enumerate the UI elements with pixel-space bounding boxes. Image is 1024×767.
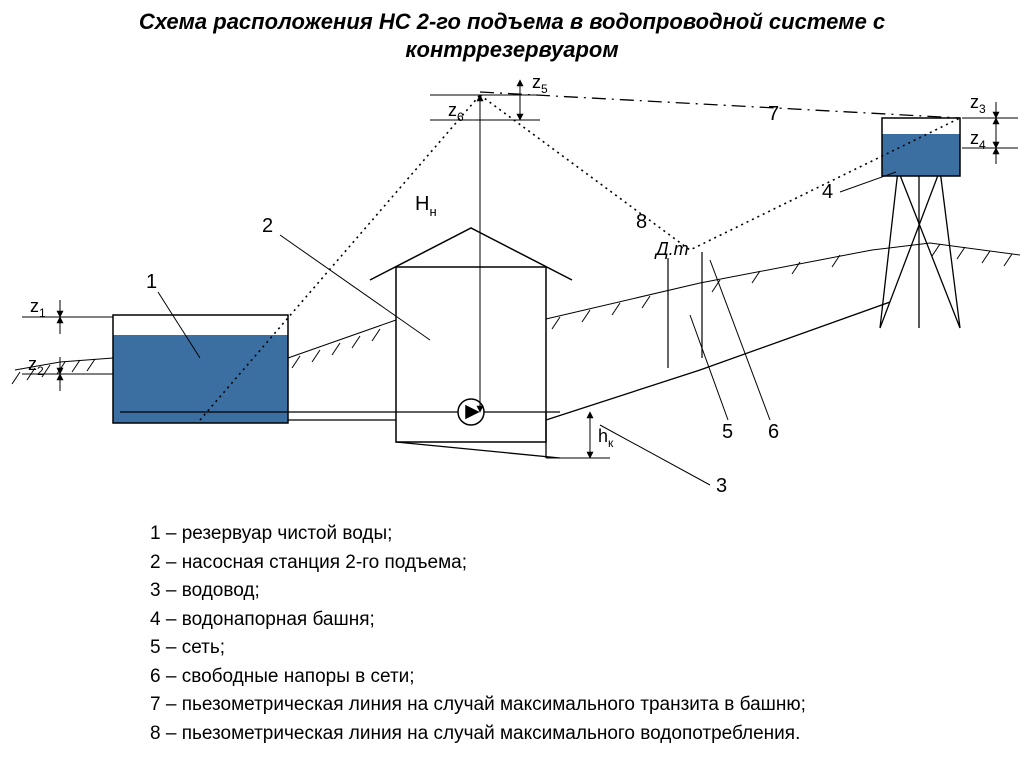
legend-item: 5 – сеть; bbox=[150, 634, 806, 663]
num-7: 7 bbox=[768, 103, 779, 125]
dim-z5z6 bbox=[430, 80, 540, 120]
num-8: 8 bbox=[636, 211, 647, 233]
legend-item: 7 – пьезометрическая линия на случай мак… bbox=[150, 691, 806, 720]
num-2: 2 bbox=[262, 215, 273, 237]
legend-item: 1 – резервуар чистой воды; bbox=[150, 520, 806, 549]
num-5: 5 bbox=[722, 421, 733, 443]
title-line-2: контррезервуаром bbox=[405, 37, 618, 62]
counter-reservoir bbox=[882, 118, 960, 176]
legend: 1 – резервуар чистой воды; 2 – насосная … bbox=[150, 520, 806, 748]
num-6: 6 bbox=[768, 421, 779, 443]
label-z1: z1 bbox=[30, 296, 46, 320]
page-title: Схема расположения НС 2-го подъема в вод… bbox=[0, 8, 1024, 63]
label-Dt: Д.т bbox=[654, 239, 689, 259]
water-tower bbox=[880, 170, 960, 328]
legend-item: 6 – свободные напоры в сети; bbox=[150, 663, 806, 692]
free-head-lines bbox=[668, 252, 702, 368]
legend-item: 3 – водовод; bbox=[150, 577, 806, 606]
reservoir-1 bbox=[113, 315, 288, 423]
num-4: 4 bbox=[822, 181, 833, 203]
label-Hn: Нн bbox=[415, 193, 437, 219]
title-line-1: Схема расположения НС 2-го подъема в вод… bbox=[139, 9, 885, 34]
label-z5: z5 bbox=[532, 72, 548, 96]
legend-item: 2 – насосная станция 2-го подъема; bbox=[150, 549, 806, 578]
piezometric-line-7 bbox=[480, 92, 960, 118]
num-1: 1 bbox=[146, 271, 157, 293]
schematic-diagram: Нн z5 z6 z1 z2 z3 z4 bbox=[0, 60, 1024, 500]
label-z3: z3 bbox=[970, 92, 986, 116]
label-hk: hк bbox=[598, 426, 614, 450]
dim-Hn bbox=[430, 95, 540, 412]
legend-item: 8 – пьезометрическая линия на случай мак… bbox=[150, 720, 806, 749]
num-3: 3 bbox=[716, 475, 727, 497]
legend-item: 4 – водонапорная башня; bbox=[150, 606, 806, 635]
